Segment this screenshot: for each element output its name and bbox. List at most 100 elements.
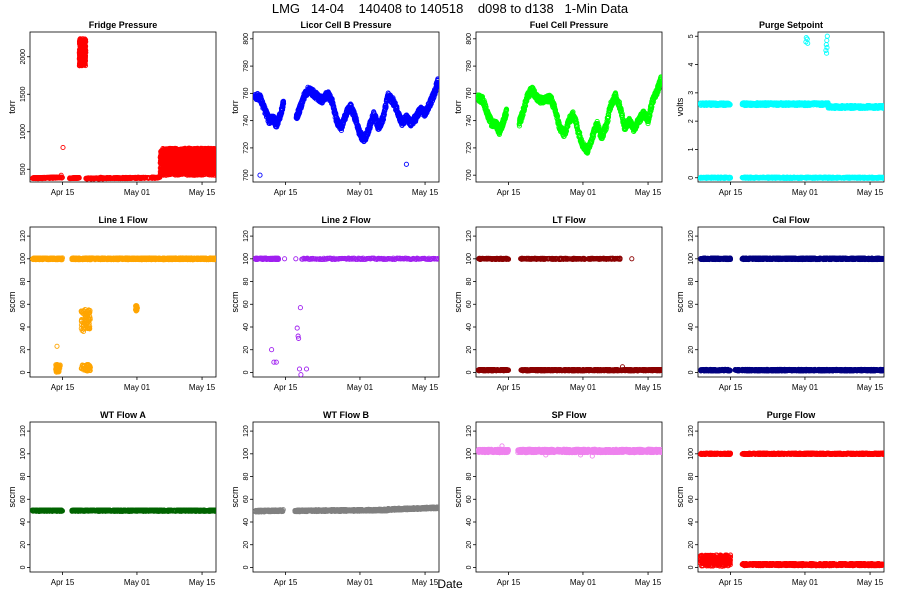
data-point xyxy=(523,99,529,105)
data-point xyxy=(717,101,723,107)
data-point xyxy=(169,158,175,164)
data-point xyxy=(190,148,196,154)
y-tick-label: 0 xyxy=(688,176,695,180)
data-point xyxy=(353,115,359,121)
data-point xyxy=(160,148,166,154)
data-point xyxy=(191,147,197,153)
y-tick-label: 700 xyxy=(243,169,250,181)
data-point xyxy=(75,174,82,181)
y-tick-label: 800 xyxy=(466,33,473,45)
data-point xyxy=(197,150,203,156)
data-point xyxy=(193,152,200,159)
data-point xyxy=(80,50,86,56)
data-point xyxy=(42,175,48,181)
data-point xyxy=(150,175,156,181)
data-point xyxy=(58,172,64,178)
plot-frame xyxy=(29,31,217,183)
data-point xyxy=(390,95,396,101)
data-point xyxy=(167,154,173,160)
data-point xyxy=(78,49,84,55)
data-point xyxy=(726,101,732,107)
data-point xyxy=(180,146,186,152)
data-point xyxy=(127,174,133,180)
data-point xyxy=(79,63,85,69)
data-point xyxy=(380,119,386,125)
data-point xyxy=(82,55,88,61)
x-tick-label: May 15 xyxy=(189,188,216,197)
data-point xyxy=(172,155,178,162)
x-tick-label: Apr 15 xyxy=(274,188,298,197)
plot-frame xyxy=(475,31,663,183)
data-point xyxy=(211,162,216,168)
x-tick-label: Apr 15 xyxy=(497,188,521,197)
data-point xyxy=(208,153,215,159)
y-tick-label: 760 xyxy=(466,87,473,99)
data-series xyxy=(476,74,662,156)
data-point xyxy=(157,154,163,160)
panel-title: Purge Setpoint xyxy=(759,20,823,30)
data-point xyxy=(726,101,732,107)
data-point xyxy=(161,160,167,166)
data-point xyxy=(185,159,191,165)
data-point xyxy=(176,146,183,152)
data-point xyxy=(158,159,164,165)
data-point xyxy=(118,175,124,181)
data-point xyxy=(39,176,45,182)
x-tick-label: May 01 xyxy=(570,188,597,197)
data-point xyxy=(178,158,184,164)
data-point xyxy=(45,175,51,181)
data-point xyxy=(619,112,626,119)
data-point xyxy=(98,174,104,180)
data-point xyxy=(724,101,730,108)
data-point xyxy=(133,175,140,181)
data-point xyxy=(618,106,624,112)
data-point xyxy=(59,174,65,180)
y-axis-label: torr xyxy=(7,100,17,114)
data-point xyxy=(383,104,389,110)
x-tick-label: May 15 xyxy=(857,188,884,197)
data-point xyxy=(185,145,191,151)
data-point xyxy=(176,152,182,158)
x-tick-label: May 01 xyxy=(347,188,374,197)
data-point xyxy=(198,158,204,164)
data-point xyxy=(201,171,207,177)
x-tick-label: Apr 15 xyxy=(51,188,75,197)
y-axis-label: volts xyxy=(675,97,685,116)
data-point xyxy=(47,175,53,181)
data-point xyxy=(213,158,216,164)
data-point xyxy=(32,175,38,181)
y-tick-label: 780 xyxy=(243,60,250,72)
data-point xyxy=(44,175,50,181)
data-point xyxy=(68,175,74,181)
data-point xyxy=(658,76,662,82)
data-point xyxy=(110,175,116,181)
panel-title: Licor Cell B Pressure xyxy=(300,20,391,30)
y-tick-label: 780 xyxy=(466,60,473,72)
y-tick-label: 720 xyxy=(466,142,473,154)
y-tick-label: 720 xyxy=(243,142,250,154)
data-point xyxy=(585,147,591,153)
y-tick-label: 740 xyxy=(243,115,250,127)
data-point xyxy=(195,157,201,163)
data-point xyxy=(168,148,174,154)
data-point xyxy=(167,170,173,176)
data-point xyxy=(164,169,170,175)
data-point xyxy=(212,168,216,174)
data-point xyxy=(281,100,287,107)
x-tick-label: May 15 xyxy=(412,188,439,197)
data-point xyxy=(504,107,510,113)
data-point xyxy=(54,174,60,181)
data-point xyxy=(144,175,150,181)
data-point xyxy=(207,165,213,171)
data-point xyxy=(657,82,662,88)
data-series xyxy=(253,76,439,178)
data-point xyxy=(187,153,193,159)
data-series xyxy=(698,33,884,181)
y-tick-label: 500 xyxy=(20,163,27,175)
data-point xyxy=(196,165,202,172)
data-point xyxy=(83,37,89,43)
data-point xyxy=(178,171,184,177)
y-tick-label: 800 xyxy=(243,33,250,45)
data-point xyxy=(280,98,287,104)
